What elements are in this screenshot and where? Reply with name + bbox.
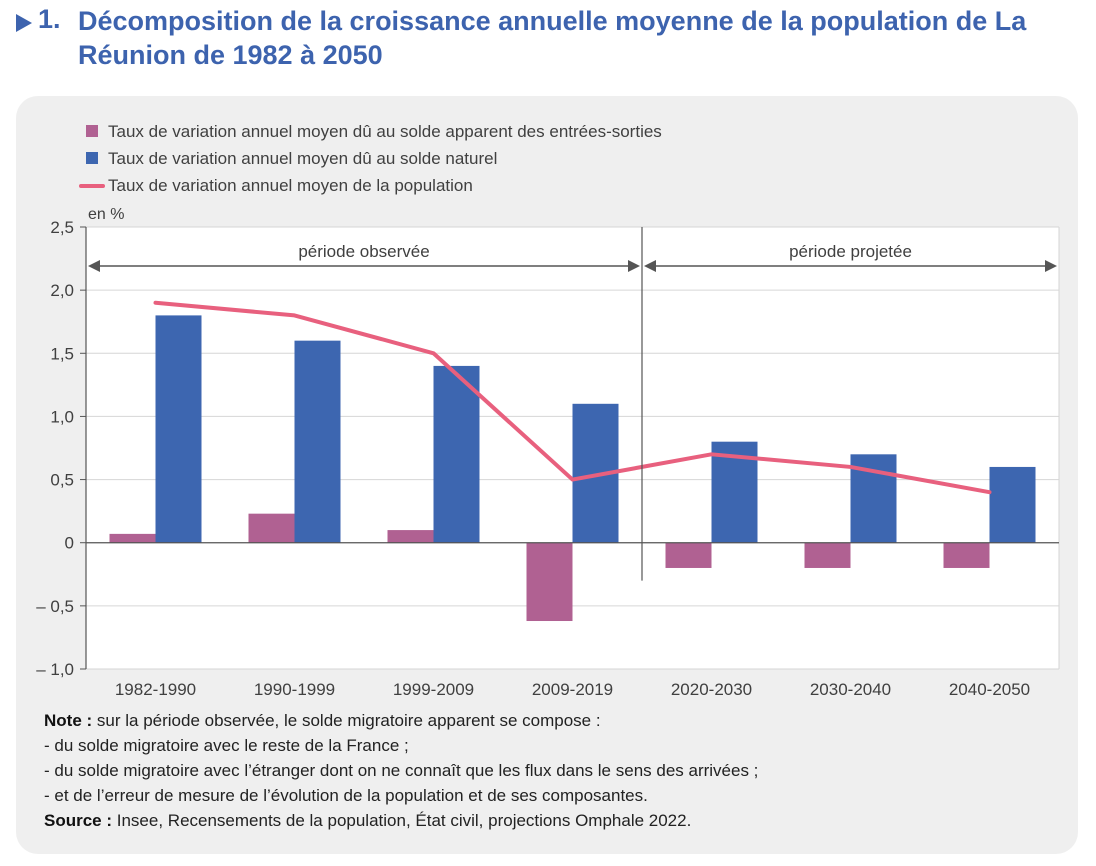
x-tick-label: 2030-2040 — [810, 680, 891, 699]
projected-period-arrow — [644, 260, 1057, 272]
y-tick-label: 0 — [65, 534, 74, 553]
note-line: Note : sur la période observée, le solde… — [44, 708, 1044, 733]
x-tick-label: 2009-2019 — [532, 680, 613, 699]
axis-layer: 2,5 2,0 1,5 1,0 0,5 0 – 0,5 – 1,0 1982-1990 1990-… — [36, 218, 1059, 699]
annotation-layer: période observée période projetée — [88, 227, 1057, 581]
bar-migration-1990-1999 — [248, 513, 295, 543]
projected-period-label: période projetée — [789, 242, 912, 261]
projected-period-arrow-head-right — [1045, 260, 1057, 272]
x-tick-label: 2020-2030 — [671, 680, 752, 699]
bar-migration-2020-2030 — [665, 542, 712, 568]
bar-natural-2040-2050 — [989, 466, 1036, 543]
note-text: sur la période observée, le solde migrat… — [92, 711, 601, 730]
source-text: Insee, Recensements de la population, Ét… — [112, 811, 692, 830]
bar-migration-2030-2040 — [804, 542, 851, 568]
legend-item-population: Taux de variation annuel moyen de la pop… — [79, 172, 662, 199]
bar-layer — [109, 315, 1036, 622]
bar-migration-1982-1990 — [109, 533, 156, 543]
y-tick-label: – 0,5 — [36, 597, 74, 616]
y-tick-label: 0,5 — [50, 471, 74, 490]
y-tick-label: – 1,0 — [36, 660, 74, 679]
source-label: Source : — [44, 811, 113, 830]
legend-label-population: Taux de variation annuel moyen de la pop… — [108, 176, 473, 195]
title-arrow-icon — [16, 14, 32, 32]
note-bullet-3: - et de l’erreur de mesure de l’évolutio… — [44, 786, 648, 805]
bar-migration-2040-2050 — [943, 542, 990, 568]
legend-swatch-migration — [86, 125, 98, 137]
y-tick-label: 2,5 — [50, 218, 74, 237]
source-line: Source : Insee, Recensements de la popul… — [44, 808, 1044, 833]
chart-legend: Taux de variation annuel moyen dû au sol… — [79, 118, 662, 199]
y-tick-label: 1,0 — [50, 407, 74, 426]
bar-natural-1982-1990 — [155, 315, 202, 543]
bar-natural-1990-1999 — [294, 340, 341, 543]
y-tick-label: 1,5 — [50, 344, 74, 363]
projected-period-arrow-head-left — [644, 260, 656, 272]
x-tick-label: 1999-2009 — [393, 680, 474, 699]
observed-period-arrow-head-left — [88, 260, 100, 272]
legend-item-migration: Taux de variation annuel moyen dû au sol… — [80, 118, 662, 145]
legend-line-population — [79, 184, 105, 188]
chart-notes: Note : sur la période observée, le solde… — [44, 708, 1044, 833]
observed-period-arrow — [88, 260, 640, 272]
chart-title: Décomposition de la croissance annuelle … — [78, 6, 1027, 70]
line-layer — [153, 300, 992, 495]
y-tick-label: 2,0 — [50, 281, 74, 300]
x-tick-label: 1982-1990 — [115, 680, 196, 699]
legend-swatch-natural — [86, 152, 98, 164]
note-label: Note : — [44, 711, 93, 730]
figure-number: 1. — [38, 4, 61, 34]
x-tick-label: 2040-2050 — [949, 680, 1030, 699]
observed-period-label: période observée — [298, 242, 429, 261]
observed-period-arrow-head-right — [628, 260, 640, 272]
bar-natural-1999-2009 — [433, 365, 480, 543]
legend-label-natural: Taux de variation annuel moyen dû au sol… — [108, 149, 498, 168]
note-bullet-1: - du solde migratoire avec le reste de l… — [44, 736, 409, 755]
x-tick-label: 1990-1999 — [254, 680, 335, 699]
line-population — [153, 300, 992, 495]
note-bullet-2: - du solde migratoire avec l’étranger do… — [44, 761, 759, 780]
bar-migration-1999-2009 — [387, 530, 434, 543]
legend-item-natural: Taux de variation annuel moyen dû au sol… — [80, 145, 662, 172]
y-axis-unit: en % — [88, 206, 124, 223]
bar-migration-2009-2019 — [526, 542, 573, 622]
legend-label-migration: Taux de variation annuel moyen dû au sol… — [108, 122, 662, 141]
